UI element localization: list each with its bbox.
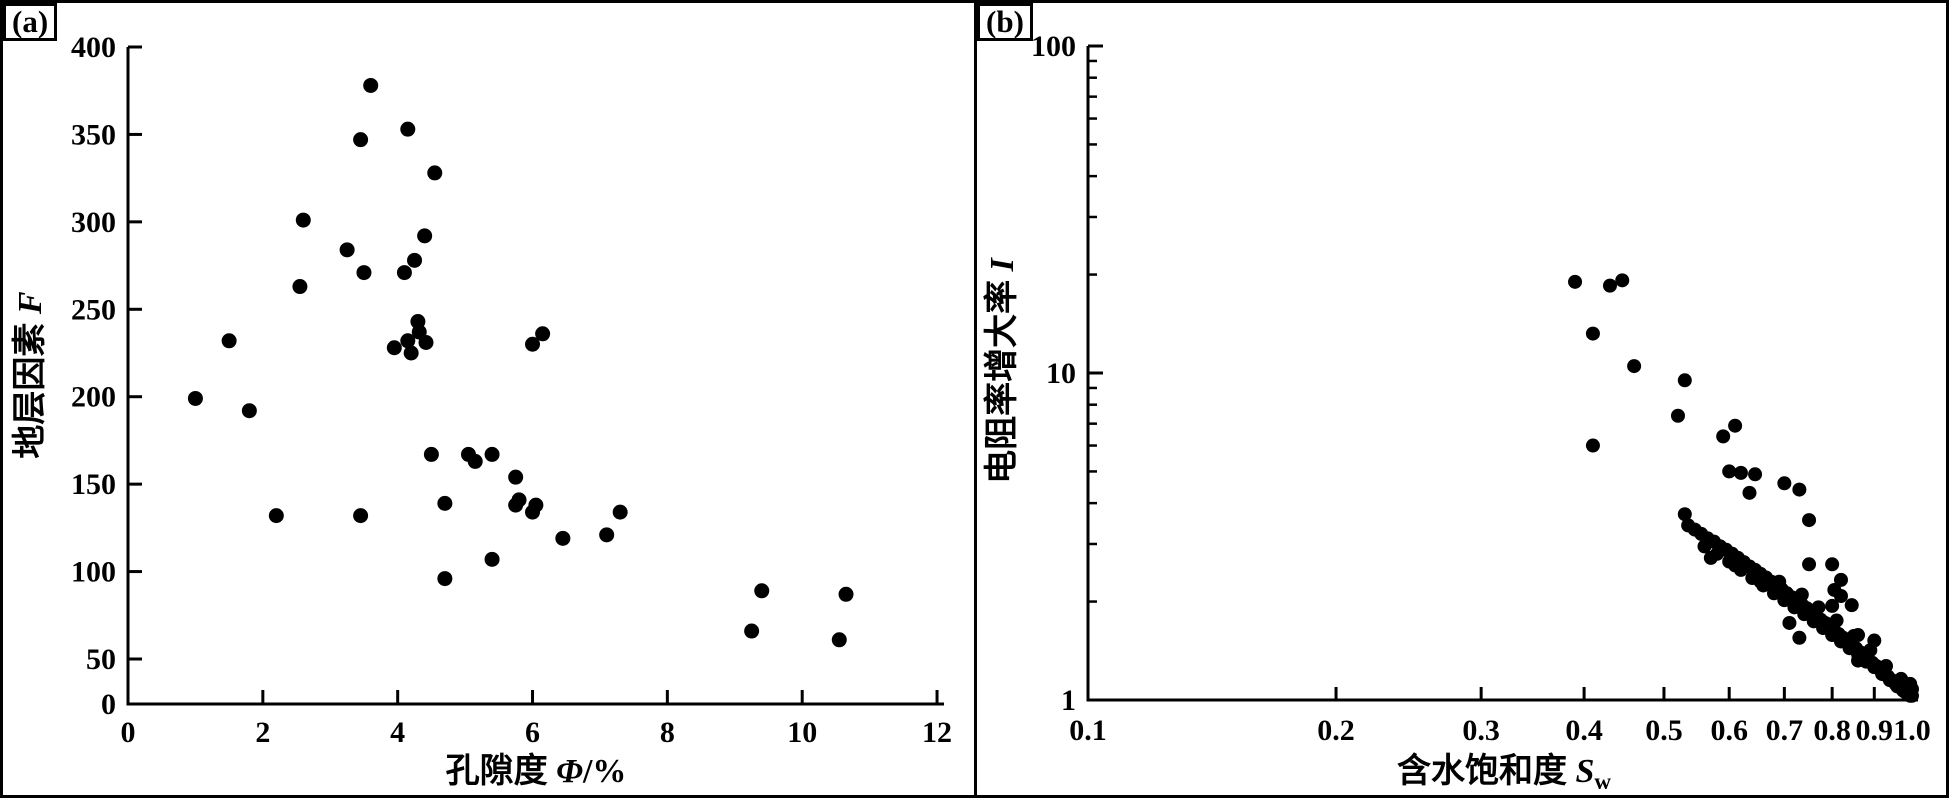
svg-text:0.3: 0.3	[1462, 714, 1500, 747]
svg-text:孔隙度 Φ/%: 孔隙度 Φ/%	[446, 752, 627, 790]
svg-text:0.5: 0.5	[1645, 714, 1683, 747]
svg-text:0.8: 0.8	[1813, 714, 1851, 747]
svg-text:0: 0	[101, 688, 116, 721]
svg-text:4: 4	[390, 716, 405, 749]
svg-text:2: 2	[255, 716, 270, 749]
svg-text:50: 50	[86, 643, 116, 676]
svg-text:6: 6	[525, 716, 540, 749]
svg-text:8: 8	[660, 716, 675, 749]
panel-b: (b) 1 10 100 0.1 0.2 0.3 0.4 0.5 0.6 0.7 0.8 0.9 1.0…	[977, 3, 1946, 795]
svg-text:0.2: 0.2	[1317, 714, 1355, 747]
panel-divider-line	[974, 3, 977, 795]
svg-text:0: 0	[121, 716, 136, 749]
svg-text:0.9: 0.9	[1856, 714, 1894, 747]
svg-text:250: 250	[71, 293, 116, 326]
panel-b-data-points	[1568, 273, 1919, 703]
svg-text:0.1: 0.1	[1069, 714, 1107, 747]
svg-text:0.4: 0.4	[1565, 714, 1603, 747]
svg-text:150: 150	[71, 468, 116, 501]
svg-text:电阻率增大率 I: 电阻率增大率 I	[983, 256, 1021, 484]
panel-b-corner-label: (b)	[977, 3, 1033, 41]
svg-text:含水饱和度 Sw: 含水饱和度 Sw	[1397, 752, 1611, 794]
panel-a-data-points	[187, 77, 854, 648]
svg-text:10: 10	[787, 716, 817, 749]
svg-text:10: 10	[1046, 357, 1076, 390]
svg-text:200: 200	[71, 381, 116, 414]
svg-text:100: 100	[71, 556, 116, 589]
svg-text:1: 1	[1061, 684, 1076, 717]
svg-text:地层因素 F: 地层因素 F	[11, 291, 49, 459]
svg-text:400: 400	[71, 31, 116, 64]
svg-text:0.6: 0.6	[1710, 714, 1748, 747]
panel-a-corner-label: (a)	[3, 3, 58, 41]
svg-text:12: 12	[922, 716, 952, 749]
svg-text:300: 300	[71, 206, 116, 239]
scatter-plot-resistivity-index-vs-water-saturation: 1 10 100 0.1 0.2 0.3 0.4 0.5 0.6 0.7 0.8 0.9 1.0 电阻率增…	[983, 30, 1931, 794]
scatter-plot-formation-factor-vs-porosity: 0 50 100 150 200 250 300 350 400 0 2 4 6 8 10 12 地层因素 F 孔…	[11, 31, 952, 790]
svg-text:0.7: 0.7	[1766, 714, 1804, 747]
svg-text:350: 350	[71, 118, 116, 151]
svg-text:100: 100	[1031, 30, 1076, 63]
panel-a-axes: 0 50 100 150 200 250 300 350 400 0 2 4 6 8 10 12 地层因素 F 孔…	[11, 31, 952, 790]
panel-b-axes: 1 10 100 0.1 0.2 0.3 0.4 0.5 0.6 0.7 0.8 0.9 1.0 电阻率增…	[983, 30, 1931, 794]
svg-text:1.0: 1.0	[1893, 714, 1931, 747]
panel-a: (a) 0 50 100 150 200 250 300 350 400 0 2 4 6 8 10 12 地层因…	[3, 3, 974, 795]
